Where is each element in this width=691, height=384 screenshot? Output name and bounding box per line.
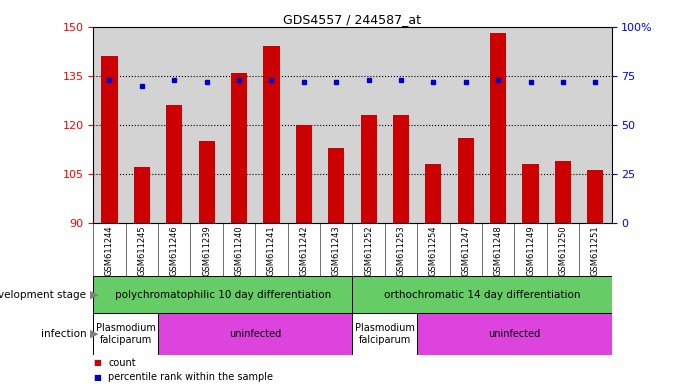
Text: development stage: development stage [0, 290, 86, 300]
Text: GSM611240: GSM611240 [234, 225, 243, 276]
Text: GSM611244: GSM611244 [105, 225, 114, 276]
Text: GSM611242: GSM611242 [299, 225, 308, 276]
Text: ■: ■ [93, 358, 101, 367]
Text: orthochromatic 14 day differentiation: orthochromatic 14 day differentiation [384, 290, 580, 300]
Text: GSM611243: GSM611243 [332, 225, 341, 276]
Text: polychromatophilic 10 day differentiation: polychromatophilic 10 day differentiatio… [115, 290, 331, 300]
Bar [296, 125, 312, 223]
Bar [555, 161, 571, 223]
Text: GSM611248: GSM611248 [493, 225, 502, 276]
Bar [166, 105, 182, 223]
Bar [361, 115, 377, 223]
Bar [263, 46, 280, 223]
Text: Plasmodium
falciparum: Plasmodium falciparum [355, 323, 415, 345]
Bar [522, 164, 539, 223]
Bar [158, 313, 352, 355]
Text: uninfected: uninfected [489, 329, 540, 339]
Text: GSM611250: GSM611250 [558, 225, 567, 276]
Text: GSM611246: GSM611246 [170, 225, 179, 276]
Bar [425, 164, 442, 223]
Bar [417, 313, 612, 355]
Bar [587, 170, 603, 223]
Text: GSM611251: GSM611251 [591, 225, 600, 276]
Text: GSM611245: GSM611245 [138, 225, 146, 276]
Text: GSM611247: GSM611247 [462, 225, 471, 276]
Text: infection: infection [41, 329, 86, 339]
Bar [198, 141, 215, 223]
Text: GSM611253: GSM611253 [397, 225, 406, 276]
Text: count: count [108, 358, 136, 368]
Bar [134, 167, 150, 223]
Bar [231, 73, 247, 223]
Text: percentile rank within the sample: percentile rank within the sample [108, 372, 274, 382]
Bar [102, 56, 117, 223]
Bar [328, 148, 344, 223]
Text: ▶: ▶ [90, 329, 98, 339]
Text: GSM611239: GSM611239 [202, 225, 211, 276]
Text: uninfected: uninfected [229, 329, 281, 339]
Title: GDS4557 / 244587_at: GDS4557 / 244587_at [283, 13, 422, 26]
Text: GSM611254: GSM611254 [429, 225, 438, 276]
Bar [352, 313, 417, 355]
Text: ▶: ▶ [90, 290, 98, 300]
Bar [93, 276, 352, 313]
Bar [490, 33, 507, 223]
Text: Plasmodium
falciparum: Plasmodium falciparum [96, 323, 155, 345]
Text: GSM611241: GSM611241 [267, 225, 276, 276]
Text: ■: ■ [93, 372, 101, 382]
Bar [457, 138, 474, 223]
Bar [352, 276, 612, 313]
Text: GSM611249: GSM611249 [526, 225, 535, 276]
Text: GSM611252: GSM611252 [364, 225, 373, 276]
Bar [393, 115, 409, 223]
Bar [93, 313, 158, 355]
